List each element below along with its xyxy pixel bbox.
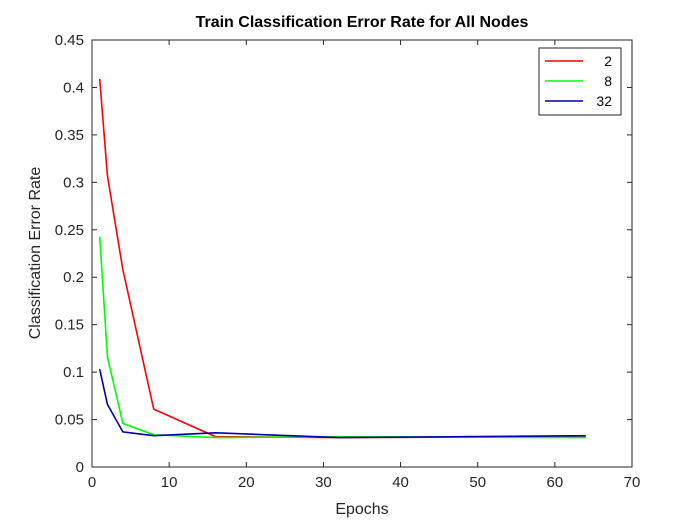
y-tick-label: 0.25 — [55, 222, 84, 239]
x-tick-label: 70 — [624, 474, 641, 491]
x-tick-label: 50 — [469, 474, 486, 491]
y-tick-label: 0.4 — [63, 79, 84, 96]
x-tick-label: 0 — [88, 474, 96, 491]
x-tick-label: 20 — [238, 474, 255, 491]
y-tick-label: 0.35 — [55, 127, 84, 144]
y-tick-label: 0.2 — [63, 269, 84, 286]
x-tick-label: 60 — [547, 474, 564, 491]
plot-frame — [91, 39, 633, 468]
y-axis-label: Classification Error Rate — [27, 167, 44, 340]
legend: 2 8 32 — [538, 47, 622, 116]
y-tick-label: 0.45 — [55, 32, 84, 49]
y-tick-label: 0.15 — [55, 317, 84, 334]
y-tick-label: 0.05 — [55, 412, 84, 429]
axis-ticks: 0 10 20 30 40 50 60 70 0 0.05 0.1 0.15 0.2 0.25 0.3 0.3… — [55, 32, 641, 491]
x-tick-label: 40 — [392, 474, 409, 491]
x-tick-label: 10 — [161, 474, 178, 491]
chart-title: Train Classification Error Rate for All … — [196, 14, 529, 31]
y-tick-label: 0.1 — [63, 364, 84, 381]
x-tick-label: 30 — [315, 474, 332, 491]
legend-label-8: 8 — [604, 73, 612, 89]
legend-label-2: 2 — [604, 53, 612, 69]
y-tick-label: 0.3 — [63, 174, 84, 191]
series-lines — [98, 78, 586, 439]
y-tick-label: 0 — [76, 459, 84, 476]
series-line-32 — [98, 369, 586, 439]
x-axis-label: Epochs — [335, 501, 388, 518]
series-line-8 — [98, 236, 586, 439]
legend-label-32: 32 — [596, 93, 612, 109]
